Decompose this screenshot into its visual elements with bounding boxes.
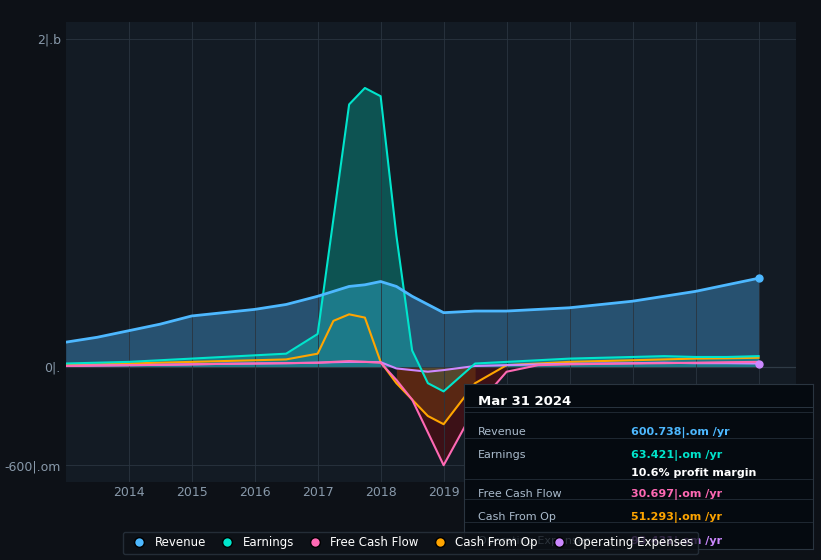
Point	[752, 359, 765, 368]
Text: Earnings: Earnings	[478, 450, 526, 460]
Text: 600.738|.om /yr: 600.738|.om /yr	[631, 427, 730, 437]
Text: Mar 31 2024: Mar 31 2024	[478, 395, 571, 408]
Legend: Revenue, Earnings, Free Cash Flow, Cash From Op, Operating Expenses: Revenue, Earnings, Free Cash Flow, Cash …	[122, 531, 699, 554]
Text: 63.421|.om /yr: 63.421|.om /yr	[631, 450, 722, 461]
Text: 93.431|.om /yr: 93.431|.om /yr	[631, 535, 722, 547]
Text: Free Cash Flow: Free Cash Flow	[478, 489, 562, 500]
Text: 10.6% profit margin: 10.6% profit margin	[631, 468, 757, 478]
Text: 51.293|.om /yr: 51.293|.om /yr	[631, 512, 722, 524]
Text: Cash From Op: Cash From Op	[478, 512, 556, 522]
Text: Operating Expenses: Operating Expenses	[478, 535, 590, 545]
Text: Revenue: Revenue	[478, 427, 526, 437]
Point	[752, 274, 765, 283]
Text: 30.697|.om /yr: 30.697|.om /yr	[631, 489, 722, 500]
